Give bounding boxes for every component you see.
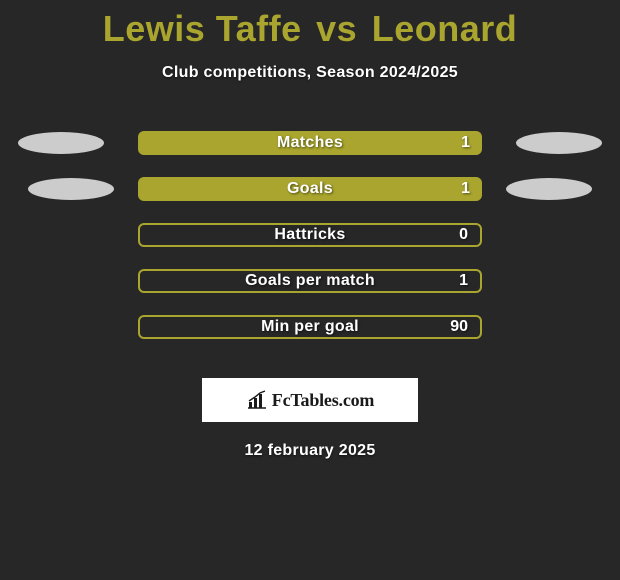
date-line: 12 february 2025 [0, 442, 620, 460]
stat-label: Matches [277, 134, 343, 152]
stat-value: 1 [459, 272, 468, 290]
ellipse-right-icon [516, 132, 602, 154]
stats-area: Matches 1 Goals 1 Hattricks 0 Goals per … [0, 120, 620, 350]
stat-value: 1 [461, 134, 470, 152]
stat-label: Hattricks [274, 226, 345, 244]
barchart-icon [246, 390, 268, 410]
stat-label: Goals [287, 180, 333, 198]
stat-bar: Hattricks 0 [138, 223, 482, 247]
stat-value: 90 [450, 318, 468, 336]
brand-text: FcTables.com [272, 390, 374, 411]
stat-bar: Matches 1 [138, 131, 482, 155]
ellipse-left-icon [18, 132, 104, 154]
subtitle: Club competitions, Season 2024/2025 [0, 64, 620, 82]
ellipse-left-icon [28, 178, 114, 200]
title-player1: Lewis Taffe [103, 8, 302, 49]
stat-bar: Goals per match 1 [138, 269, 482, 293]
page-title: Lewis Taffe vs Leonard [0, 0, 620, 50]
stat-label: Goals per match [245, 272, 375, 290]
stat-row: Matches 1 [0, 120, 620, 166]
stat-bar: Min per goal 90 [138, 315, 482, 339]
stat-row: Min per goal 90 [0, 304, 620, 350]
stat-value: 0 [459, 226, 468, 244]
stat-bar: Goals 1 [138, 177, 482, 201]
ellipse-right-icon [506, 178, 592, 200]
stat-row: Goals 1 [0, 166, 620, 212]
title-player2: Leonard [372, 8, 518, 49]
brand-box[interactable]: FcTables.com [202, 378, 418, 422]
stat-row: Goals per match 1 [0, 258, 620, 304]
title-vs: vs [316, 8, 357, 49]
stat-label: Min per goal [261, 318, 359, 336]
stat-value: 1 [461, 180, 470, 198]
stat-row: Hattricks 0 [0, 212, 620, 258]
